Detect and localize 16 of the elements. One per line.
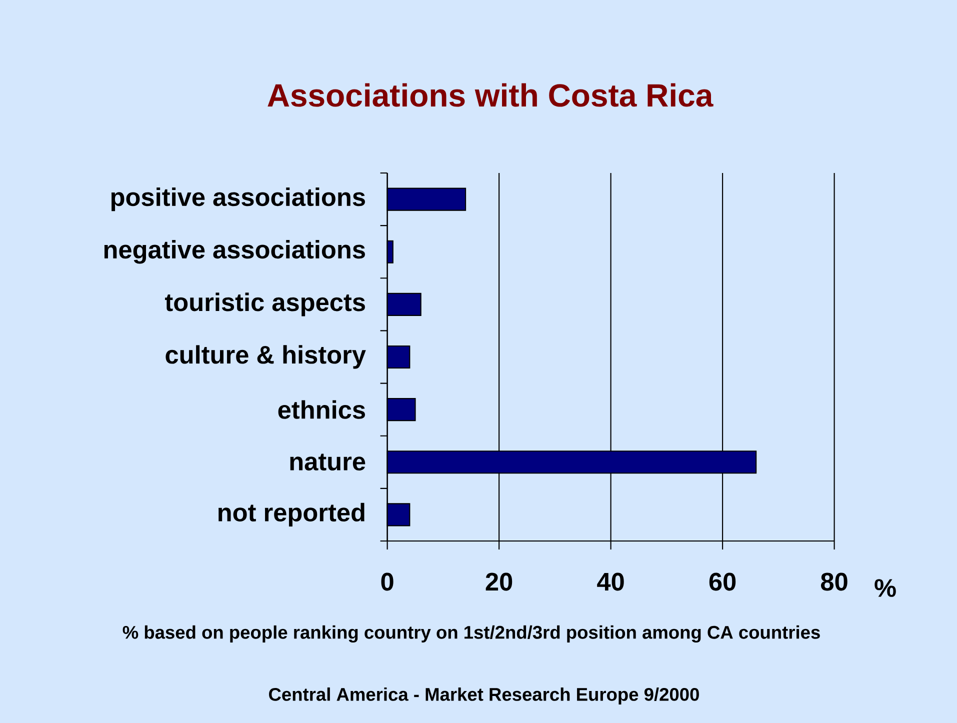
text: % based on people ranking country on 1st/2nd/3rd position among CA countries xyxy=(122,625,820,643)
y-tick-label: not reported xyxy=(218,502,364,527)
x-axis-title: % xyxy=(874,579,896,597)
y-tick-label: ethnics xyxy=(278,400,365,419)
y-tick-label: culture & history xyxy=(166,345,366,369)
chart-title: Associations with Costa Rica xyxy=(268,83,714,107)
y-tick-label: touristic aspects xyxy=(165,292,365,316)
x-tick-label: 40 xyxy=(597,572,624,591)
y-tick-label: positive associations xyxy=(111,187,365,212)
x-tick-label: 0 xyxy=(381,572,394,591)
y-tick-label: negative associations xyxy=(104,240,365,264)
text: Central America - Market Research Europe 9/2000 xyxy=(269,687,699,704)
x-tick-label: 60 xyxy=(709,572,736,591)
x-tick-label: 20 xyxy=(486,572,512,591)
x-tick-label: 80 xyxy=(821,572,848,591)
y-tick-label: nature xyxy=(290,454,366,471)
